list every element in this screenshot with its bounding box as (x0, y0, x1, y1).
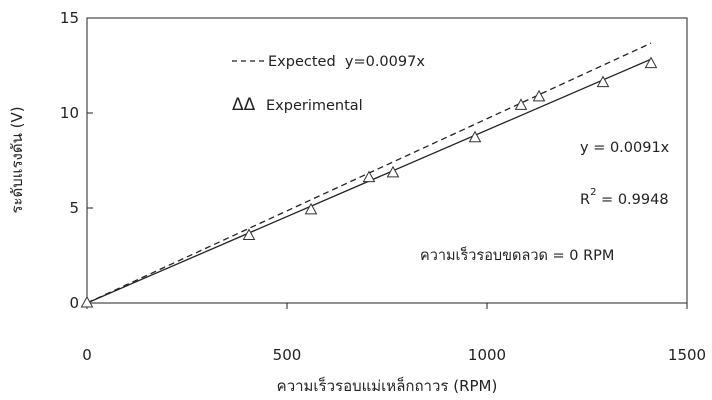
y-tick-label: 10 (60, 104, 79, 122)
y-tick-label: 0 (69, 294, 79, 312)
data-point (596, 75, 610, 88)
y-axis: 0 5 10 15 (60, 9, 93, 312)
r-squared-label: R2 = 0.9948 (580, 187, 669, 208)
x-axis: 0 500 1000 1500 (82, 303, 706, 364)
r-squared-superscript: 2 (590, 187, 596, 198)
y-tick-label: 15 (60, 9, 79, 27)
data-point (80, 295, 94, 308)
fit-equation: y = 0.0091x (580, 140, 670, 156)
data-point (242, 228, 256, 241)
data-point (644, 56, 658, 69)
r-squared-value: = 0.9948 (596, 192, 668, 208)
experimental-legend-symbol: ΔΔ (232, 95, 256, 115)
x-tick-label: 1000 (468, 346, 506, 364)
y-axis-title: ระดับแรงดัน (V) (8, 106, 26, 213)
data-point (532, 89, 546, 102)
plot-area (86, 17, 688, 304)
experimental-legend-label: Experimental (266, 98, 363, 114)
x-tick-label: 0 (82, 346, 92, 364)
y-tick-label: 5 (69, 199, 79, 217)
x-tick-label: 1500 (668, 346, 706, 364)
r-squared-prefix: R (580, 192, 590, 208)
condition-note: ความเร็วรอบขดลวด = 0 RPM (420, 245, 614, 264)
x-tick-label: 500 (273, 346, 302, 364)
data-point (468, 130, 482, 143)
expected-legend-label: Expected y=0.0097x (268, 54, 425, 70)
data-point (362, 170, 376, 183)
x-axis-title: ความเร็วรอบแม่เหล็กถาวร (RPM) (277, 376, 498, 395)
data-point (514, 98, 528, 110)
data-point (386, 165, 400, 178)
data-points (80, 56, 658, 308)
data-point (304, 202, 318, 215)
